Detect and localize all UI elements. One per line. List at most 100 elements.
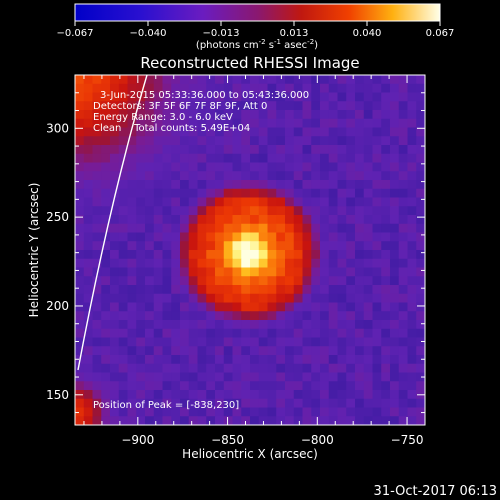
heatmap-cell <box>180 416 190 425</box>
heatmap-cell <box>355 92 365 102</box>
heatmap-cell <box>390 188 400 198</box>
heatmap-cell <box>320 197 330 207</box>
heatmap-cell <box>153 407 163 417</box>
heatmap-cell <box>101 390 111 400</box>
heatmap-cell <box>398 101 408 111</box>
heatmap-cell <box>241 258 251 268</box>
heatmap-cell <box>337 241 347 251</box>
heatmap-cell <box>320 188 330 198</box>
heatmap-cell <box>293 75 303 85</box>
heatmap-cell <box>355 83 365 93</box>
heatmap-cell <box>197 258 207 268</box>
heatmap-cell <box>337 153 347 163</box>
heatmap-cell <box>136 223 146 233</box>
heatmap-cell <box>293 320 303 330</box>
heatmap-cell <box>328 276 338 286</box>
heatmap-cell <box>83 75 93 85</box>
heatmap-cell <box>145 337 155 347</box>
heatmap-cell <box>171 363 181 373</box>
heatmap-cell <box>92 407 102 417</box>
heatmap-cell <box>232 118 242 128</box>
heatmap-cell <box>416 355 425 365</box>
heatmap-cell <box>92 390 102 400</box>
heatmap-cell <box>372 92 382 102</box>
heatmap-cell <box>83 215 93 225</box>
heatmap-cell <box>381 136 391 146</box>
heatmap-cell <box>285 320 295 330</box>
heatmap-cell <box>381 328 391 338</box>
heatmap-cell <box>407 250 417 260</box>
heatmap-cell <box>188 153 198 163</box>
heatmap-cell <box>381 407 391 417</box>
x-tick-label: −750 <box>391 433 424 447</box>
heatmap-cell <box>153 311 163 321</box>
heatmap-cell <box>223 302 233 312</box>
heatmap-cell <box>223 197 233 207</box>
heatmap-cell <box>302 232 312 242</box>
heatmap-cell <box>416 223 425 233</box>
y-tick-label: 200 <box>46 299 69 313</box>
heatmap-cell <box>223 223 233 233</box>
heatmap-cell <box>162 171 172 181</box>
heatmap-cell <box>363 363 373 373</box>
heatmap-cell <box>101 381 111 391</box>
heatmap-cell <box>188 75 198 85</box>
heatmap-cell <box>223 363 233 373</box>
heatmap-cell <box>372 153 382 163</box>
heatmap-cell <box>153 346 163 356</box>
heatmap-cell <box>101 145 111 155</box>
heatmap-cell <box>171 337 181 347</box>
heatmap-cell <box>302 258 312 268</box>
heatmap-cell <box>363 206 373 216</box>
heatmap-cell <box>407 241 417 251</box>
heatmap-cell <box>241 223 251 233</box>
heatmap-cell <box>83 337 93 347</box>
heatmap-cell <box>162 153 172 163</box>
heatmap-cell <box>337 171 347 181</box>
heatmap-cell <box>118 381 128 391</box>
heatmap-cell <box>398 398 408 408</box>
heatmap-cell <box>250 241 260 251</box>
heatmap-cell <box>372 267 382 277</box>
heatmap-cell <box>381 320 391 330</box>
heatmap-cell <box>381 398 391 408</box>
heatmap-cell <box>188 92 198 102</box>
heatmap-cell <box>197 171 207 181</box>
heatmap-cell <box>320 302 330 312</box>
heatmap-cell <box>320 127 330 137</box>
heatmap-cell <box>293 363 303 373</box>
heatmap-cell <box>398 302 408 312</box>
heatmap-cell <box>250 75 260 85</box>
heatmap-cell <box>92 180 102 190</box>
heatmap-cell <box>145 328 155 338</box>
heatmap-cell <box>302 241 312 251</box>
heatmap-cell <box>136 75 146 85</box>
heatmap-cell <box>363 75 373 85</box>
heatmap-cell <box>311 381 321 391</box>
heatmap-cell <box>241 407 251 417</box>
heatmap-cell <box>267 337 277 347</box>
heatmap-cell <box>258 110 268 120</box>
heatmap-cell <box>398 285 408 295</box>
heatmap-cell <box>381 241 391 251</box>
heatmap-cell <box>145 258 155 268</box>
heatmap-cell <box>293 136 303 146</box>
heatmap-cell <box>136 355 146 365</box>
heatmap-cell <box>276 75 286 85</box>
heatmap-cell <box>276 241 286 251</box>
heatmap-cell <box>355 337 365 347</box>
heatmap-cell <box>118 416 128 425</box>
heatmap-cell <box>267 101 277 111</box>
heatmap-cell <box>101 136 111 146</box>
heatmap-cell <box>232 346 242 356</box>
heatmap-cell <box>267 355 277 365</box>
heatmap-cell <box>83 206 93 216</box>
heatmap-cell <box>258 197 268 207</box>
heatmap-cell <box>372 416 382 425</box>
heatmap-cell <box>110 407 120 417</box>
heatmap-cell <box>206 145 216 155</box>
heatmap-cell <box>110 398 120 408</box>
heatmap-cell <box>398 355 408 365</box>
heatmap-cell <box>311 75 321 85</box>
heatmap-cell <box>171 215 181 225</box>
